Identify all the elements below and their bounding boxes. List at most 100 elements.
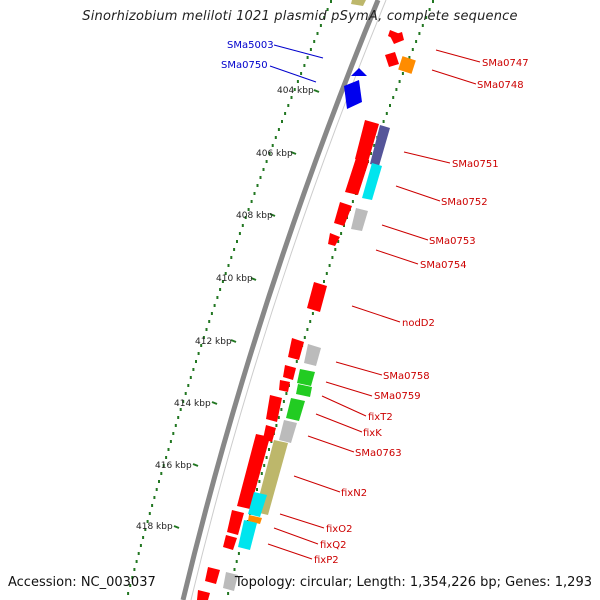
gene-label-SMa0752[interactable]: SMa0752	[441, 197, 488, 208]
tick-dot	[323, 16, 326, 19]
gene-nodD2[interactable]	[307, 282, 327, 312]
tick-dot	[235, 560, 238, 563]
tick-dot	[227, 592, 230, 595]
gene-SMa0748[interactable]	[385, 52, 399, 67]
tick-dot	[282, 400, 285, 403]
tick-dot	[313, 40, 316, 43]
cog-next-1	[223, 572, 238, 591]
gene-label-SMa5003[interactable]: SMa5003	[227, 40, 274, 51]
gene-label-SMa0751[interactable]: SMa0751	[452, 159, 499, 170]
tick-dot	[415, 40, 418, 43]
tick-dot	[148, 512, 151, 515]
gene-SMa0752[interactable]	[345, 158, 369, 195]
tick-dot	[167, 448, 170, 451]
gene-SMa0754[interactable]	[328, 233, 340, 246]
gene-label-SMa0754[interactable]: SMa0754	[420, 260, 467, 271]
gene-label-fixP2[interactable]: fixP2	[314, 555, 339, 566]
tick-dot	[277, 416, 280, 419]
tick-dot	[233, 248, 236, 251]
gene-fixK[interactable]	[266, 395, 282, 422]
gene-label-SMa0758[interactable]: SMa0758	[383, 371, 430, 382]
cog-fixK	[286, 398, 305, 421]
gene-label-fixQ2[interactable]: fixQ2	[320, 540, 346, 551]
tick-dot	[290, 96, 293, 99]
tick-dot	[160, 472, 163, 475]
tick-dot	[385, 112, 388, 115]
tick-dot	[316, 32, 319, 35]
tick-dot	[306, 56, 309, 59]
tick-dot	[253, 192, 256, 195]
gene-top-red[interactable]	[388, 30, 400, 40]
gene-SMa0753[interactable]	[334, 202, 352, 226]
gene-label-nodD2[interactable]: nodD2	[402, 318, 435, 329]
tick-dot	[408, 56, 411, 59]
gene-SMa5003[interactable]	[351, 68, 367, 76]
tick-dot	[300, 72, 303, 75]
gene-fixN2[interactable]	[237, 434, 270, 509]
cog-SMa0758	[304, 344, 321, 366]
tick-dot	[432, 0, 434, 3]
gene-fixP2[interactable]	[223, 535, 237, 550]
tick-dot	[258, 480, 261, 483]
gene-label-SMa0753[interactable]: SMa0753	[429, 236, 476, 247]
gene-label-fixT2[interactable]: fixT2	[368, 412, 393, 423]
ruler-label: 406 kbp	[256, 149, 293, 159]
gene-label-SMa0759[interactable]: SMa0759	[374, 391, 421, 402]
tick-dot	[392, 96, 395, 99]
tick-dot	[401, 72, 404, 75]
tick-dot	[142, 536, 145, 539]
gene-SMa0758[interactable]	[288, 338, 304, 360]
tick-dot	[325, 272, 328, 275]
tick-dot	[268, 448, 270, 451]
tick-dot	[238, 232, 241, 235]
tick-dot	[236, 240, 238, 243]
tick-dot	[230, 256, 233, 259]
topology-summary: Topology: circular; Length: 1,354,226 bp…	[234, 575, 592, 590]
tick-dot	[165, 456, 168, 459]
gene-label-fixO2[interactable]: fixO2	[326, 524, 352, 535]
gene-label-fixK[interactable]: fixK	[363, 428, 382, 439]
gene-label-SMa0748[interactable]: SMa0748	[477, 80, 524, 91]
gene-SMa0759[interactable]	[283, 365, 296, 380]
label-leader-lines	[267, 44, 481, 560]
tick-dot	[293, 88, 296, 91]
tick-dot	[237, 552, 240, 555]
gene-label-SMa0750[interactable]: SMa0750	[221, 60, 268, 71]
tick-dot	[127, 592, 130, 595]
tick-dot	[337, 240, 340, 243]
tick-dot	[306, 328, 309, 331]
tick-dot	[287, 104, 290, 107]
gene-top-partial[interactable]	[351, 0, 366, 6]
tick-dot	[311, 312, 314, 315]
tick-dot	[227, 264, 230, 267]
gene-SMa0750[interactable]	[344, 80, 362, 109]
tick-dot	[418, 32, 421, 35]
gene-SMa0751[interactable]	[355, 120, 379, 162]
tick-dot	[331, 256, 334, 259]
tick-dot	[202, 336, 205, 339]
tick-dot	[284, 112, 287, 115]
tick-dot	[131, 576, 134, 579]
gene-next-1[interactable]	[205, 567, 220, 584]
tick-dot	[263, 464, 266, 467]
ruler-label: 404 kbp	[277, 86, 314, 96]
gene-label-SMa0747[interactable]: SMa0747	[482, 58, 529, 69]
tick-dot	[135, 560, 138, 563]
outer-tick-ring	[127, 0, 332, 595]
gene-fixT2[interactable]	[279, 380, 290, 392]
gene-label-fixN2[interactable]: fixN2	[341, 488, 367, 499]
cog-SMa0763	[279, 420, 297, 443]
tick-dot	[129, 584, 132, 587]
tick-dot	[144, 528, 147, 531]
tick-dot	[256, 488, 258, 491]
gene-next-2[interactable]	[197, 590, 210, 600]
ruler-label: 410 kbp	[216, 274, 253, 284]
tick-dot	[398, 80, 401, 83]
tick-dot	[280, 408, 283, 411]
tick-dot	[382, 120, 385, 123]
tick-dot	[172, 432, 175, 435]
tick-dot	[411, 48, 414, 51]
gene-label-SMa0763[interactable]: SMa0763	[355, 448, 402, 459]
gene-fixO2[interactable]	[227, 510, 244, 535]
tick-dot	[169, 440, 172, 443]
